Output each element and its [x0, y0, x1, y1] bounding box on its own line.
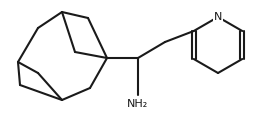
Text: NH₂: NH₂ [127, 99, 149, 109]
Text: N: N [214, 12, 222, 22]
